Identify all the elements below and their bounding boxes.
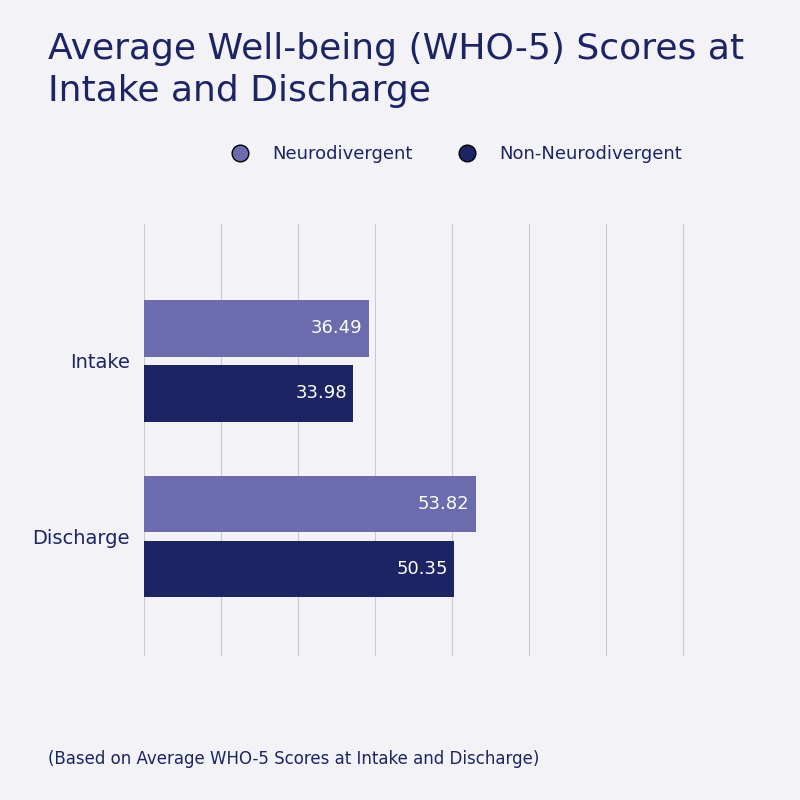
Text: 36.49: 36.49 — [311, 319, 362, 338]
Text: 53.82: 53.82 — [418, 495, 470, 513]
Text: (Based on Average WHO-5 Scores at Intake and Discharge): (Based on Average WHO-5 Scores at Intake… — [48, 750, 539, 768]
Bar — [144, 300, 369, 357]
Bar — [144, 541, 454, 597]
Bar — [144, 476, 475, 532]
Legend: Neurodivergent, Non-Neurodivergent: Neurodivergent, Non-Neurodivergent — [214, 138, 690, 170]
Text: 33.98: 33.98 — [295, 385, 347, 402]
Bar — [144, 366, 354, 422]
Text: 50.35: 50.35 — [397, 560, 448, 578]
Text: Average Well-being (WHO-5) Scores at
Intake and Discharge: Average Well-being (WHO-5) Scores at Int… — [48, 32, 744, 108]
